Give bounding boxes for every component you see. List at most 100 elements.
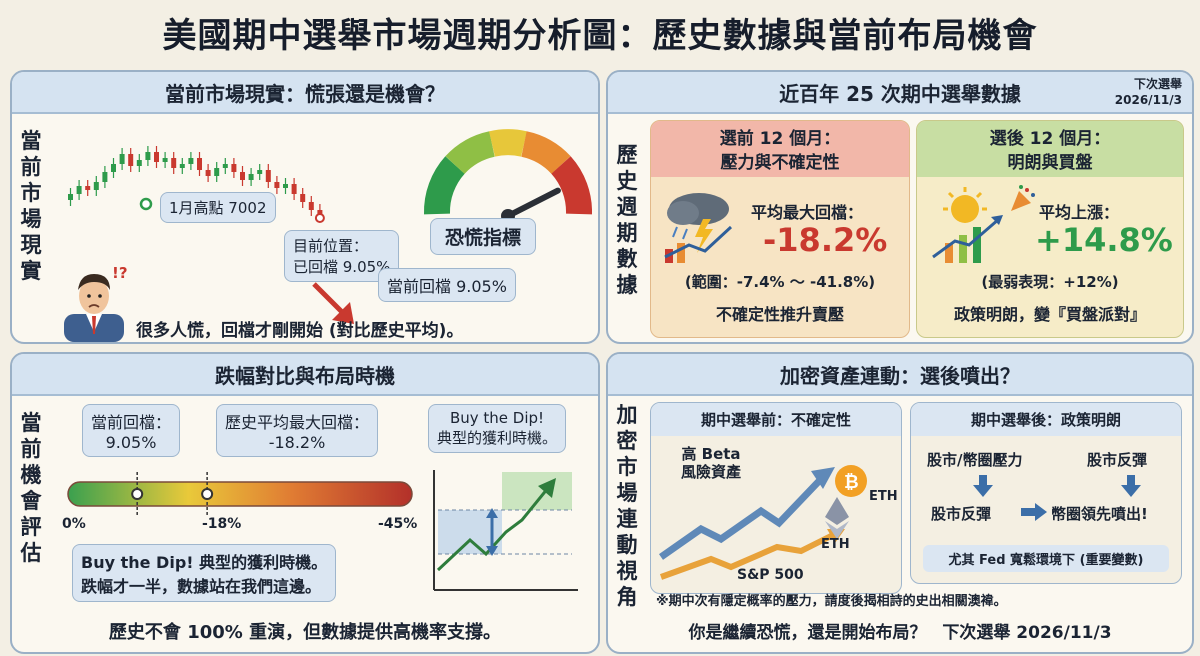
candle-body [93,182,99,190]
after-metric-label: 平均上漲： [1039,203,1120,222]
scale-label-mid: -18% [202,516,242,532]
candle-body [102,172,108,182]
candle-body [179,164,185,168]
flow-crypto-lead: 幣圈領先噴出! [1051,505,1148,523]
candle-body [265,170,271,182]
eth-label-lower: ETH [821,537,850,552]
before-footer: 不確定性推升賣壓 [715,305,844,324]
current-market-panel: 當前市場現實：慌張還是機會？ 當前市場現實 1月高點 7002 目前位置： 已回… [10,70,600,344]
high-beta-label: 高 Beta 風險資產 [681,445,741,481]
position-callout: 目前位置： 已回檔 9.05% [284,230,400,282]
candle-body [128,154,134,166]
candle-body [300,194,306,202]
historical-drawdown-line2: -18.2% [268,433,326,452]
worried-person-icon: !? [64,264,128,342]
candle-body [162,158,168,162]
before-election-card: 選前 12 個月： 壓力與不確定性 平均最大回檔： -18.2% (範圍：-7.… [650,120,910,338]
next-election-badge: 下次選舉 2026/11/3 [1115,76,1182,108]
drawdown-side-label: 當前機會評估 [20,411,42,565]
svg-text:₿: ₿ [844,472,859,493]
candle-body [274,182,280,188]
after-range: (最弱表現：+12%) [981,273,1119,291]
current-position-dot [314,213,325,223]
buy-dip-note-line2: 跌幅才一半，數據站在我們這邊。 [81,577,322,596]
before-card-header: 選前 12 個月： 壓力與不確定性 [651,121,909,177]
candle-body [283,184,288,188]
before-head2: 壓力與不確定性 [720,153,840,173]
candle-body [231,164,237,172]
buy-dip-line1: Buy the Dip! [449,409,545,427]
candle-body [291,184,297,194]
candle-body [214,168,220,176]
after-midterm-head: 期中選舉後：政策明朗 [911,403,1181,436]
current-market-header: 當前市場現實：慌張還是機會？ [12,72,598,114]
history-header-title: 近百年 25 次期中選舉數據 [779,81,1021,106]
position-line2: 已回檔 9.05% [293,258,391,276]
fed-note: 尤其 Fed 寬鬆環境下 (重要變數) [923,545,1169,572]
drawdown-scale [67,472,413,516]
current-drawdown-callout: 當前回檔： 9.05% [82,404,181,457]
high-point-callout: 1月高點 7002 [160,192,276,223]
historical-drawdown-line1: 歷史平均最大回檔： [225,413,370,432]
candle-body [317,210,323,214]
storm-cloud-icon [664,193,733,263]
buy-dip-line2: 典型的獲利時機。 [437,429,558,447]
party-popper-icon [1011,185,1035,211]
before-range: (範圍：-7.4% ～ -41.8%) [684,273,876,291]
after-footer: 政策明朗，變『買盤派對』 [953,305,1146,324]
after-card-header: 選後 12 個月： 明朗與買盤 [917,121,1183,177]
historical-drawdown-callout: 歷史平均最大回檔： -18.2% [216,404,379,457]
before-midterm-head: 期中選舉前：不確定性 [651,403,901,436]
fear-gauge [424,129,592,223]
history-panel: 近百年 25 次期中選舉數據 下次選舉 2026/11/3 歷史週期數據 選前 … [606,70,1194,344]
candle-body [76,186,82,194]
panel1-caption: 很多人慌，回檔才剛開始 (對比歷史平均)。 [136,321,464,341]
current-drawdown-line2: 9.05% [105,433,157,452]
candle-body [248,174,254,180]
fear-gauge-needle [505,187,561,219]
candle-body [145,152,151,160]
before-head1: 選前 12 個月： [719,129,841,149]
buy-dip-note-line1: Buy the Dip! 典型的獲利時機。 [81,553,328,572]
current-drawdown-marker [131,488,144,500]
candle-body [197,158,202,170]
candle-body [240,172,245,180]
candle-body [68,194,73,200]
dip-recovery-chart [433,470,578,591]
drawdown-header: 跌幅對比與布局時機 [12,354,598,396]
historical-drawdown-marker [201,488,214,500]
flow-down-arrow-right [1121,475,1141,497]
candle-body [111,164,116,172]
next-election-date: 2026/11/3 [1114,93,1182,107]
candle-body [171,158,177,168]
scale-label-max: -45% [378,516,418,532]
current-drawdown-line1: 當前回檔： [91,413,172,432]
high-point-dot [139,197,153,211]
flow-stock-rebound-top: 股市反彈 [1087,451,1148,469]
candle-body [308,202,314,210]
before-metric-label: 平均最大回檔： [751,203,864,222]
flow-down-arrow-left [973,475,993,497]
current-pullback-callout: 當前回檔 9.05% [378,268,516,302]
candle-body [222,164,228,168]
after-head2: 明朗與買盤 [1007,153,1093,173]
candle-body [119,154,125,164]
after-head1: 選後 12 個月： [989,129,1111,149]
drawdown-bottom-note: 歷史不會 100% 重演，但數據提供高機率支撐。 [108,622,502,643]
crypto-footnote: ※期中次有隱定概率的壓力，請度後揭相詩的史出相關澳褘。 [656,594,1007,609]
crypto-bottom-question: 你是繼續恐慌，還是開始布局？ [688,623,927,643]
candle-body [136,160,142,166]
sun-growth-icon [932,187,1003,263]
candle-body [154,152,159,162]
candlestick-chart [68,146,337,254]
next-election-label: 下次選舉 [1133,77,1182,91]
history-side-label: 歷史週期數據 [616,143,638,297]
crypto-panel: 加密資產連動：選後噴出？ 加密市場連動視角 期中選舉前：不確定性 ₿ 高 Bet… [606,352,1194,654]
before-midterm-card: 期中選舉前：不確定性 ₿ 高 Beta 風險資產 ETH ETH S&P 500 [650,402,902,594]
drawdown-comparison-panel: 跌幅對比與布局時機 當前機會評估 當前回檔： 9.05% 歷史平均最大回檔： -… [10,352,600,654]
sp500-label: S&P 500 [737,567,804,583]
crypto-header: 加密資產連動：選後噴出？ [608,354,1192,396]
candle-body [85,186,91,190]
crypto-bottom-line: 你是繼續恐慌，還是開始布局？ 下次選舉 2026/11/3 [608,618,1192,643]
flow-stock-rebound: 股市反彈 [931,505,992,523]
